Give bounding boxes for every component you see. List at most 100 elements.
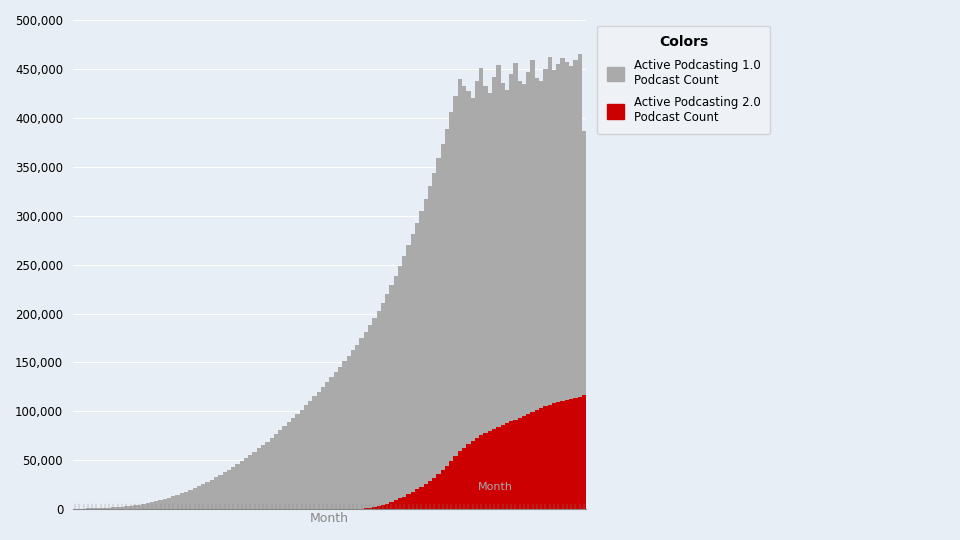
Bar (372, 507, 376, 509)
Bar (441, 144, 444, 470)
Bar (556, 64, 561, 402)
Bar (381, 505, 385, 509)
Text: Month: Month (478, 482, 514, 491)
Bar (188, 490, 193, 509)
Bar (547, 404, 552, 509)
Bar (458, 79, 462, 451)
Bar (132, 505, 137, 509)
Bar (390, 502, 394, 509)
Bar (193, 488, 197, 509)
Bar (99, 508, 103, 509)
Bar (402, 256, 406, 496)
Bar (509, 421, 514, 509)
Bar (325, 382, 329, 509)
Bar (209, 480, 214, 509)
Bar (329, 377, 334, 509)
Bar (278, 430, 282, 509)
Bar (488, 431, 492, 509)
Bar (184, 492, 188, 509)
Bar (582, 395, 586, 509)
Bar (556, 402, 561, 509)
Legend: Active Podcasting 1.0
Podcast Count, Active Podcasting 2.0
Podcast Count: Active Podcasting 1.0 Podcast Count, Act… (597, 26, 770, 134)
Bar (479, 68, 484, 435)
Bar (573, 60, 578, 397)
Bar (428, 481, 432, 509)
Bar (231, 467, 235, 509)
Bar (205, 482, 209, 509)
Bar (543, 69, 547, 407)
Bar (385, 294, 390, 504)
Bar (397, 498, 402, 509)
Bar (479, 435, 484, 509)
Bar (394, 275, 397, 501)
Bar (505, 423, 509, 509)
Bar (300, 410, 303, 509)
Bar (368, 508, 372, 509)
Bar (108, 508, 111, 509)
Bar (364, 332, 368, 508)
Bar (462, 85, 467, 448)
Bar (453, 456, 458, 509)
Bar (376, 310, 381, 507)
Bar (437, 158, 441, 474)
Bar (432, 478, 437, 509)
Bar (475, 80, 479, 438)
Bar (432, 173, 437, 478)
Bar (359, 339, 364, 509)
Bar (552, 403, 556, 509)
Bar (547, 57, 552, 404)
Bar (129, 506, 132, 509)
Bar (287, 422, 291, 509)
Bar (385, 504, 390, 509)
Bar (252, 452, 256, 509)
Bar (444, 129, 449, 466)
Bar (500, 425, 505, 509)
Bar (146, 503, 150, 509)
Bar (137, 504, 141, 509)
Bar (449, 461, 453, 509)
Bar (202, 484, 205, 509)
Bar (162, 499, 167, 509)
Bar (197, 486, 202, 509)
Bar (214, 477, 218, 509)
Bar (321, 387, 325, 509)
Bar (569, 66, 573, 399)
Bar (564, 62, 569, 400)
Bar (543, 407, 547, 509)
Bar (514, 420, 517, 509)
Bar (578, 54, 582, 397)
Bar (470, 441, 475, 509)
Bar (411, 491, 415, 509)
Bar (406, 494, 411, 509)
Bar (500, 83, 505, 425)
Bar (467, 91, 470, 444)
Bar (296, 414, 300, 509)
Bar (120, 507, 124, 509)
X-axis label: Month: Month (310, 512, 348, 525)
Bar (180, 494, 184, 509)
Bar (334, 372, 338, 509)
Bar (505, 90, 509, 423)
Bar (561, 401, 564, 509)
Bar (522, 84, 526, 416)
Bar (411, 234, 415, 491)
Bar (103, 508, 108, 509)
Bar (539, 408, 543, 509)
Bar (368, 325, 372, 508)
Bar (235, 464, 240, 509)
Bar (573, 397, 578, 509)
Bar (376, 507, 381, 509)
Bar (150, 502, 155, 509)
Bar (449, 112, 453, 461)
Bar (364, 508, 368, 509)
Bar (415, 222, 420, 489)
Bar (227, 470, 231, 509)
Bar (420, 211, 423, 487)
Bar (578, 397, 582, 509)
Bar (423, 484, 428, 509)
Bar (526, 72, 531, 414)
Bar (372, 318, 376, 507)
Bar (441, 470, 444, 509)
Bar (564, 400, 569, 509)
Bar (308, 401, 312, 509)
